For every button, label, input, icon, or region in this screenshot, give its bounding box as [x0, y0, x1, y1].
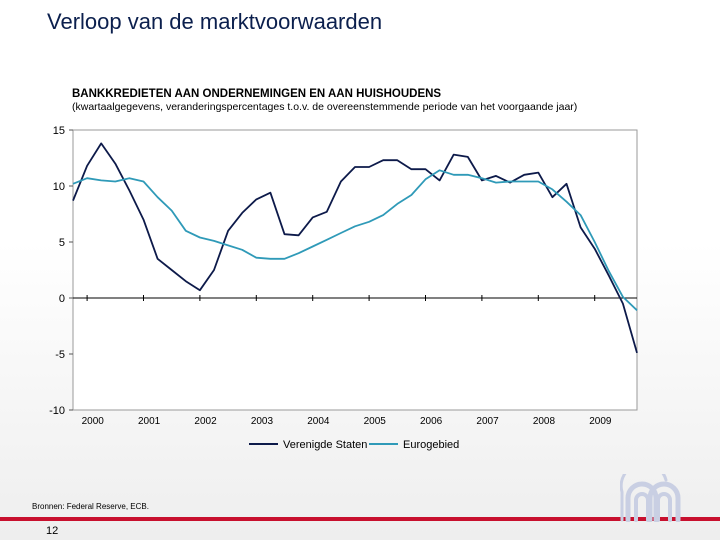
- y-tick-label: 15: [53, 125, 65, 137]
- page-number: 12: [46, 525, 59, 537]
- y-tick-label: -10: [49, 405, 65, 417]
- x-tick-label: 2008: [533, 416, 556, 427]
- footer-rule: [0, 517, 720, 521]
- x-tick-label: 2009: [589, 416, 612, 427]
- series-line-eurogebied: [72, 169, 638, 311]
- bank-logo-icon: [620, 474, 681, 522]
- x-tick-label: 2007: [476, 416, 499, 427]
- y-tick-label: 10: [53, 181, 65, 193]
- chart-title: BANKKREDIETEN AAN ONDERNEMINGEN EN AAN H…: [72, 88, 442, 100]
- source-note: Bronnen: Federal Reserve, ECB.: [32, 502, 149, 511]
- chart-legend: Verenigde Staten Eurogebied: [249, 439, 459, 451]
- slide-title: Verloop van de marktvoorwaarden: [47, 9, 383, 34]
- plot-area: [72, 129, 638, 411]
- y-tick-label: 5: [59, 237, 65, 249]
- x-tick-label: 2004: [307, 416, 330, 427]
- series-line-verenigde-staten: [72, 142, 638, 354]
- x-tick-label: 2005: [364, 416, 387, 427]
- y-tick-label: 0: [59, 293, 65, 305]
- legend-label-verenigde-staten: Verenigde Staten: [283, 439, 367, 451]
- x-tick-label: 2000: [82, 416, 105, 427]
- chart-subtitle: (kwartaalgegevens, veranderingspercentag…: [72, 101, 578, 113]
- x-tick-label: 2003: [251, 416, 274, 427]
- x-tick-label: 2001: [138, 416, 161, 427]
- legend-label-eurogebied: Eurogebied: [403, 439, 459, 451]
- y-tick-label: -5: [55, 349, 65, 361]
- x-tick-label: 2002: [194, 416, 217, 427]
- x-tick-label: 2006: [420, 416, 443, 427]
